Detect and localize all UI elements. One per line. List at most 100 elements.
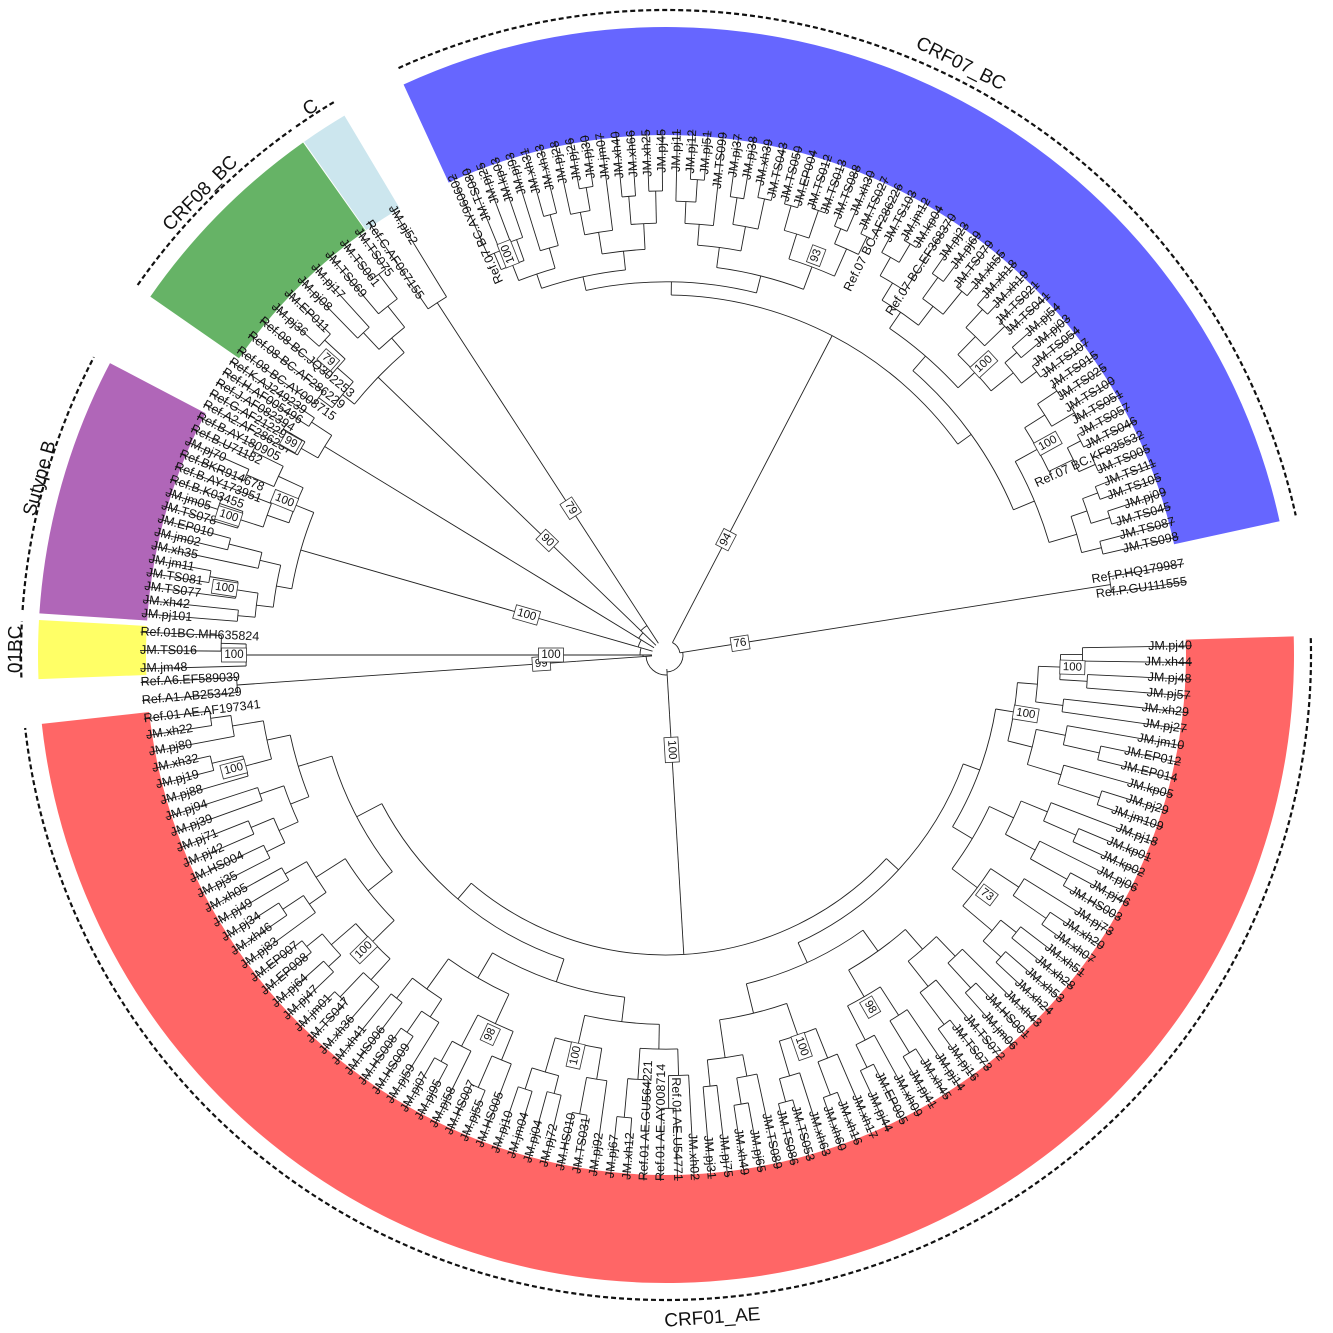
- branch: [211, 755, 243, 764]
- branch: [808, 210, 819, 239]
- branch: [140, 677, 237, 683]
- branch: [524, 148, 545, 217]
- branch: [576, 655, 653, 662]
- branch: [209, 392, 281, 435]
- branch: [1082, 645, 1192, 649]
- branch: [907, 960, 929, 987]
- branch: [1070, 379, 1115, 408]
- branch: [1102, 536, 1179, 555]
- branch: [598, 232, 603, 255]
- branch: [548, 247, 556, 269]
- branch: [703, 130, 709, 181]
- branch: [140, 631, 222, 637]
- branch: [576, 1115, 588, 1174]
- branch: [240, 519, 264, 528]
- branch: [228, 543, 263, 553]
- branch: [872, 184, 902, 240]
- branch: [799, 1072, 827, 1157]
- branch: [743, 136, 755, 199]
- branch: [903, 198, 929, 241]
- branch: [593, 1080, 608, 1177]
- branch: [740, 226, 746, 251]
- branch: [197, 857, 271, 896]
- branch: [577, 1015, 586, 1044]
- branch: [1070, 872, 1130, 905]
- branch: [389, 1022, 440, 1103]
- branch: [257, 552, 263, 569]
- svg-text:94: 94: [718, 531, 735, 548]
- branch: [1029, 840, 1041, 860]
- bootstrap-value: 100: [512, 604, 542, 626]
- branch: [1048, 459, 1074, 472]
- branch: [381, 803, 565, 960]
- branch: [378, 298, 398, 315]
- branch: [817, 1053, 838, 1063]
- branch: [858, 236, 868, 255]
- branch: [589, 537, 659, 644]
- branch: [157, 518, 231, 539]
- branch: [935, 979, 1003, 1060]
- branch: [585, 187, 591, 211]
- branch: [461, 1014, 479, 1047]
- branch: [638, 632, 644, 639]
- branch: [309, 892, 327, 905]
- branch: [390, 206, 447, 298]
- branch: [531, 1067, 559, 1077]
- clade-bracket-arcs: [19, 8, 1313, 1302]
- svg-text:98: 98: [862, 999, 879, 1016]
- branch: [1020, 800, 1048, 813]
- branch: [1027, 764, 1062, 776]
- branch: [912, 355, 926, 371]
- branch: [236, 677, 239, 693]
- branch: [434, 1057, 448, 1066]
- branch: [778, 1103, 795, 1166]
- branch: [757, 197, 772, 201]
- branch: [197, 415, 256, 447]
- branch: [246, 474, 275, 487]
- branch: [987, 272, 1028, 315]
- branch: [811, 154, 830, 209]
- branch: [563, 592, 655, 649]
- branch: [943, 232, 980, 282]
- svg-text:98: 98: [482, 1026, 498, 1043]
- branch: [140, 649, 222, 652]
- branch: [716, 247, 720, 268]
- bootstrap-value: 76: [729, 634, 751, 653]
- branch: [1060, 366, 1107, 398]
- branch: [227, 538, 231, 550]
- tree-branches: [140, 129, 1192, 1181]
- branch: [339, 972, 364, 998]
- branch: [596, 1048, 603, 1080]
- leaf-label: Ref.01 AE.GU564221: [636, 1060, 655, 1181]
- branch: [318, 397, 333, 409]
- branch: [543, 212, 557, 217]
- leaf-label: Ref.A6.EF589039: [140, 670, 240, 689]
- leaf-label: JM.pj51: [697, 130, 714, 175]
- branch: [572, 564, 657, 646]
- branch: [783, 205, 792, 231]
- bootstrap-value: 100: [214, 505, 244, 528]
- branch: [1070, 516, 1083, 553]
- branch: [797, 763, 964, 944]
- branch: [679, 648, 706, 654]
- branch: [847, 1005, 866, 1041]
- branch: [836, 1053, 874, 1139]
- branch: [990, 868, 1020, 888]
- branch: [372, 920, 395, 943]
- leaf-label: JM.pj40: [1148, 638, 1192, 653]
- branch: [881, 282, 893, 301]
- branch: [957, 434, 972, 445]
- branch: [639, 647, 642, 656]
- branch: [643, 223, 646, 250]
- branch: [1048, 533, 1077, 543]
- branch: [477, 1055, 493, 1088]
- branch: [1017, 682, 1038, 685]
- branch: [418, 1064, 448, 1120]
- branch: [688, 1074, 695, 1181]
- branch: [1057, 783, 1100, 799]
- branch: [1082, 492, 1098, 500]
- branch: [990, 372, 1014, 392]
- branch: [426, 958, 449, 990]
- branch: [756, 1073, 778, 1170]
- branch: [285, 291, 331, 335]
